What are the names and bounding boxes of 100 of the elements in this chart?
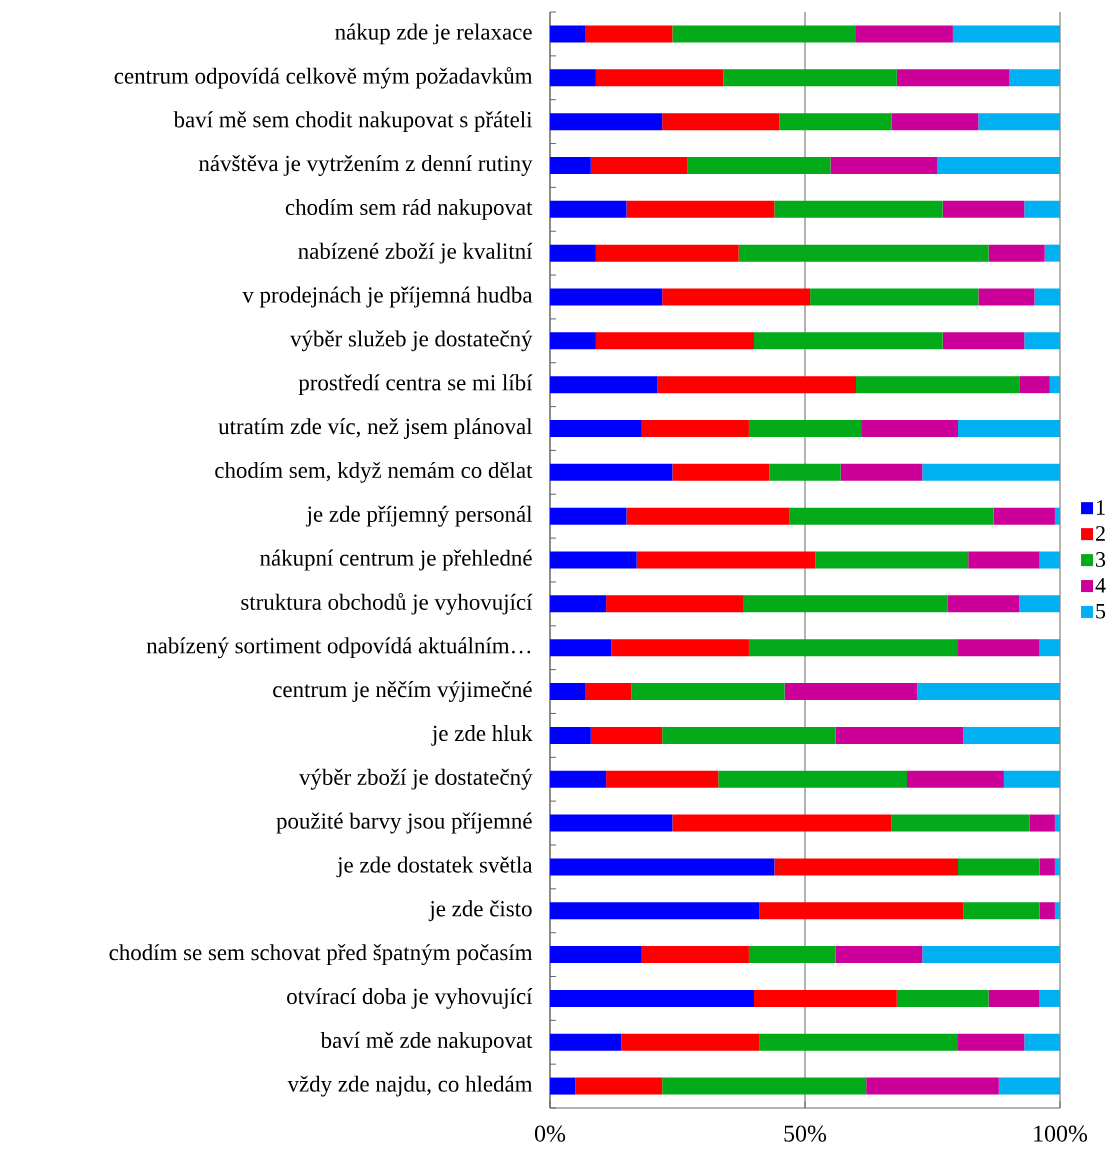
- bar: [550, 1033, 622, 1051]
- bar: [835, 726, 964, 744]
- legend-label: 5: [1096, 604, 1106, 619]
- bar: [550, 420, 642, 437]
- bar: [958, 858, 1040, 876]
- y-tick-label: chodím sem, když nemám co dělat: [215, 461, 533, 483]
- bar: [550, 1077, 576, 1095]
- y-tick-label: centrum odpovídá celkově mým požadavkům: [114, 67, 533, 89]
- bar: [621, 1033, 760, 1051]
- y-tick-label: baví mě zde nakupovat: [320, 1031, 533, 1053]
- bar: [550, 200, 627, 218]
- y-tick-label: výběr služeb je dostatečný: [290, 330, 533, 352]
- bar: [866, 1077, 999, 1095]
- x-tick-label: 100%: [1034, 1125, 1088, 1142]
- bar: [585, 683, 632, 701]
- bar: [759, 902, 964, 920]
- y-tick-label: návštěva je vytržením z denní rutiny: [198, 155, 533, 176]
- bar: [1039, 858, 1055, 876]
- bar: [550, 332, 596, 350]
- y-tick-label: výběr zboží je dostatečný: [298, 768, 533, 790]
- bar: [606, 595, 744, 613]
- bar: [896, 69, 1010, 87]
- bar: [738, 244, 989, 262]
- bar: [1054, 814, 1061, 832]
- bar: [1039, 639, 1061, 657]
- bar: [550, 244, 596, 262]
- bar: [550, 639, 612, 657]
- bar: [988, 244, 1045, 262]
- bar: [754, 332, 943, 350]
- bar: [1019, 595, 1061, 613]
- bar: [595, 332, 754, 350]
- y-tick-label: chodím se sem schovat před špatným počasím: [109, 944, 533, 966]
- bar: [550, 814, 673, 832]
- y-tick-label: baví mě sem chodit nakupovat s přáteli: [173, 111, 533, 133]
- y-tick-label: v prodejnách je příjemná hudba: [242, 286, 533, 308]
- bar: [815, 551, 969, 569]
- bar: [748, 420, 862, 437]
- y-tick-label: nákup zde je relaxace: [335, 23, 532, 45]
- bar: [978, 288, 1035, 306]
- bar: [958, 639, 1040, 657]
- x-tick-label: 50%: [784, 1125, 827, 1142]
- bar: [550, 463, 673, 481]
- bar: [550, 156, 591, 174]
- bar: [550, 946, 642, 964]
- y-tick-label: nabízené zboží je kvalitní: [298, 242, 533, 264]
- bar: [723, 69, 897, 87]
- bar: [1054, 507, 1061, 525]
- legend-label: 2: [1096, 526, 1105, 541]
- y-tick-label: je zde hluk: [431, 724, 533, 746]
- y-tick-label: je zde dostatek světla: [336, 856, 533, 878]
- bar: [672, 25, 856, 43]
- bar: [1024, 1033, 1061, 1051]
- bar: [830, 156, 938, 174]
- bar: [1044, 244, 1061, 262]
- bar: [810, 288, 979, 306]
- bar: [672, 463, 770, 481]
- bar: [922, 946, 1061, 964]
- bar: [907, 770, 1004, 788]
- bar: [718, 770, 907, 788]
- y-tick-label: otvírací doba je vyhovující: [287, 987, 533, 1009]
- bar: [1054, 902, 1061, 920]
- bar: [748, 639, 959, 657]
- bar: [937, 156, 1061, 174]
- bar: [590, 726, 663, 744]
- bar: [891, 814, 1030, 832]
- bar: [590, 156, 688, 174]
- bar: [958, 420, 1061, 437]
- y-tick-label: vždy zde najdu, co hledám: [287, 1075, 533, 1097]
- bar: [856, 25, 953, 43]
- y-tick-label: nákupní centrum je přehledné: [260, 549, 532, 571]
- bar: [1029, 814, 1055, 832]
- bar: [636, 551, 816, 569]
- bar: [657, 376, 856, 394]
- bar: [662, 726, 836, 744]
- bar: [968, 551, 1040, 569]
- y-tick-label: nabízený sortiment odpovídá aktuálním…: [146, 637, 531, 659]
- bar: [1054, 858, 1061, 876]
- y-tick-label: struktura obchodů je vyhovující: [241, 593, 533, 615]
- x-tick-label: 0%: [534, 1125, 566, 1142]
- bar: [789, 507, 994, 525]
- bar: [942, 200, 1025, 218]
- bar: [958, 1033, 1025, 1051]
- legend-label: 1: [1096, 500, 1105, 515]
- bar: [550, 683, 586, 701]
- legend-label: 3: [1096, 552, 1106, 567]
- bar: [922, 463, 1061, 481]
- bar: [748, 946, 836, 964]
- bar: [861, 420, 959, 437]
- bar: [963, 726, 1061, 744]
- legend-label: 4: [1095, 578, 1106, 593]
- bar: [672, 814, 892, 832]
- bar: [550, 507, 627, 525]
- y-tick-label: použité barvy jsou příjemné: [276, 812, 532, 834]
- bar: [1034, 288, 1061, 306]
- bar: [1024, 200, 1061, 218]
- y-tick-label: prostředí centra se mi líbí: [298, 374, 533, 396]
- bar: [1049, 376, 1061, 394]
- y-tick-label: utratím zde víc, než jsem plánoval: [218, 418, 533, 439]
- bar: [896, 989, 989, 1007]
- bar: [856, 376, 1020, 394]
